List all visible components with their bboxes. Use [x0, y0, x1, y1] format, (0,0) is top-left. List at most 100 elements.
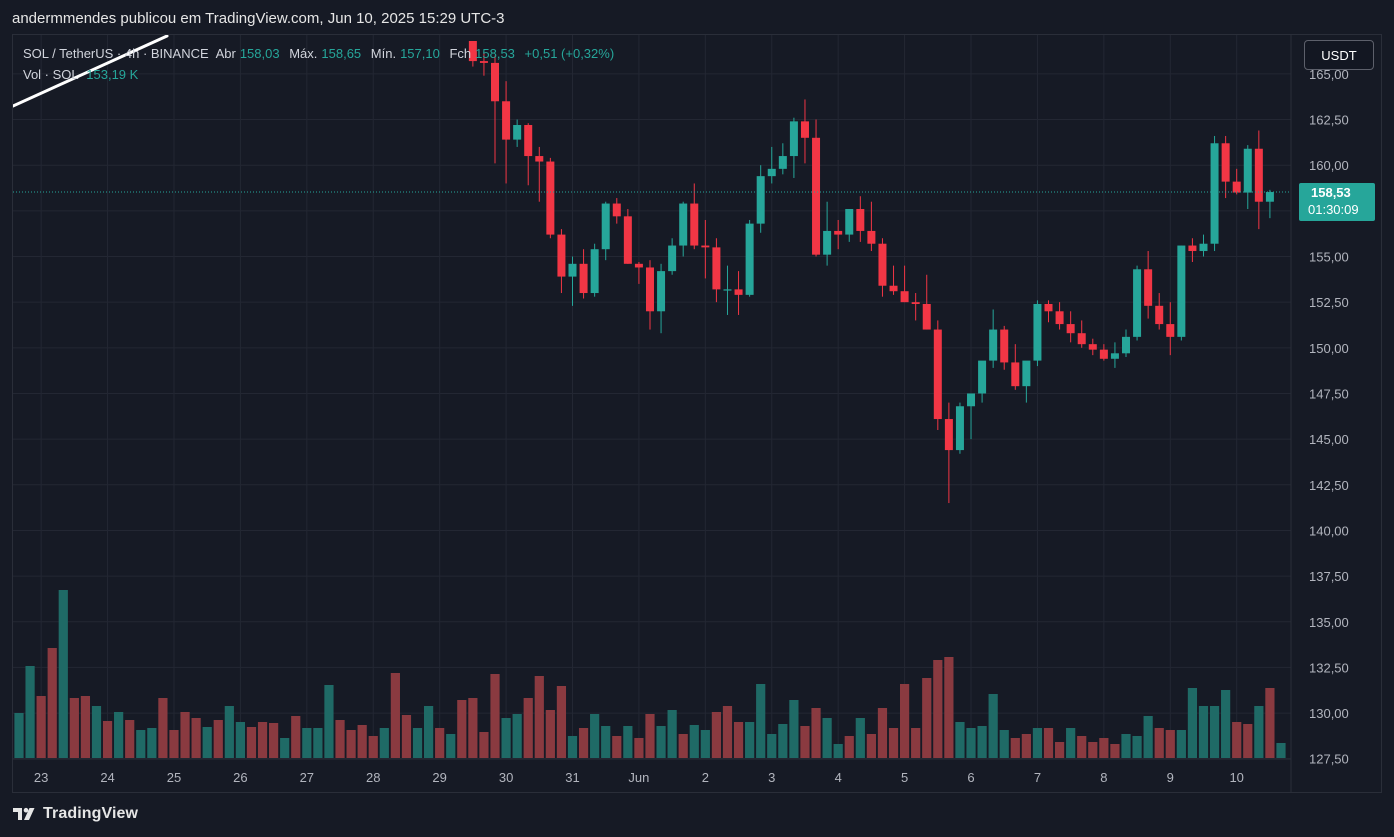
x-tick-label: 28 [366, 770, 380, 785]
volume-bar [25, 666, 35, 758]
attribution-text: andermmendes publicou em TradingView.com… [12, 10, 505, 27]
volume-bar [490, 674, 500, 758]
volume-bar [1021, 734, 1031, 758]
candle-body [590, 249, 599, 294]
volume-bar [1232, 722, 1242, 758]
x-tick-label: 9 [1167, 770, 1174, 785]
volume-bar [977, 726, 987, 758]
low-value: 157,10 [400, 46, 440, 61]
volume-bar [1132, 736, 1142, 758]
volume-bar [844, 736, 854, 758]
volume-bar [14, 713, 24, 758]
y-tick-label: 145,00 [1309, 432, 1349, 447]
candle-body [800, 121, 809, 138]
volume-bar [523, 698, 533, 758]
change-value: +0,51 (+0,32%) [524, 46, 615, 61]
candle-body [557, 234, 566, 277]
candle-body [933, 329, 942, 420]
candle-body [1254, 148, 1263, 202]
candle-body [1144, 269, 1153, 306]
volume-row: Vol · SOL 153,19 K [23, 66, 620, 87]
volume-bar [47, 648, 57, 758]
volume-bar [36, 696, 46, 758]
candlestick-chart[interactable]: 127,50 130,00 132,50 135,00 137,50 140,00 142,… [13, 35, 1381, 792]
volume-bar [700, 730, 710, 758]
volume-bar [756, 684, 766, 758]
volume-bar [678, 734, 688, 758]
x-tick-label: 2 [702, 770, 709, 785]
y-tick-label: 127,50 [1309, 752, 1349, 767]
candle-body [690, 203, 699, 246]
candle-body [601, 203, 610, 250]
x-tick-label: 25 [167, 770, 181, 785]
chart-frame[interactable]: 127,50 130,00 132,50 135,00 137,50 140,00 142,… [12, 34, 1382, 793]
trend-line-drawing [13, 35, 169, 108]
volume-bar [1043, 728, 1054, 758]
chart-legend: SOL / TetherUS · 4h · BINANCE Abr 158,03 … [23, 45, 620, 87]
volume-bar [567, 736, 578, 758]
y-tick-label: 152,50 [1309, 295, 1349, 310]
volume-bar [435, 728, 445, 758]
candle-body [734, 289, 743, 295]
candle-body [845, 209, 854, 235]
candle-body [1221, 143, 1230, 182]
candle-body [1000, 329, 1009, 363]
volume-bar [114, 712, 124, 758]
x-tick-label: 24 [100, 770, 114, 785]
volume-bar [479, 732, 489, 758]
volume-bar [102, 721, 113, 758]
candle-body [900, 291, 909, 303]
volume-bar [800, 726, 810, 758]
x-tick-label: 30 [499, 770, 513, 785]
candle-body [679, 203, 688, 246]
y-tick-label: 135,00 [1309, 615, 1349, 630]
currency-unit-button[interactable]: USDT [1304, 40, 1374, 70]
volume-bar [125, 720, 135, 758]
x-tick-label: 23 [34, 770, 48, 785]
volume-label: Vol · SOL [23, 67, 79, 82]
candle-body [889, 285, 898, 292]
footer-bar [0, 794, 1394, 837]
candle-body [491, 62, 500, 102]
candle-body [513, 125, 522, 140]
candle-body [1110, 353, 1119, 359]
y-tick-label: 160,00 [1309, 158, 1349, 173]
x-tick-label: 3 [768, 770, 775, 785]
tradingview-logo[interactable]: TradingView [12, 805, 138, 823]
candle-body [778, 156, 787, 169]
volume-bar [612, 736, 622, 758]
volume-bar [534, 676, 544, 758]
candle-body [767, 168, 776, 177]
candle-body [535, 156, 544, 162]
y-tick-label: 150,00 [1309, 341, 1349, 356]
volume-bar [501, 718, 511, 758]
current-price-label: 158,53 [1311, 185, 1351, 200]
x-tick-label: 5 [901, 770, 908, 785]
candle-body [568, 263, 577, 277]
volume-bar [767, 734, 777, 758]
volume-bar [1243, 724, 1253, 758]
x-tick-label: 26 [233, 770, 247, 785]
volume-bar [922, 678, 932, 758]
volume-bar [911, 728, 921, 758]
candle-body [479, 61, 488, 63]
volume-bar [58, 590, 68, 758]
volume-bar [1176, 730, 1186, 758]
volume-bar [955, 722, 965, 758]
high-label: Máx. [289, 46, 318, 61]
volume-bar [877, 708, 888, 758]
candle-body [1133, 269, 1142, 337]
volume-bar [1088, 742, 1098, 758]
candle-body [1188, 245, 1197, 252]
candle-body [812, 137, 821, 255]
x-tick-label: 10 [1229, 770, 1243, 785]
symbol-label[interactable]: SOL / TetherUS · 4h · BINANCE [23, 46, 209, 61]
y-tick-label: 142,50 [1309, 478, 1349, 493]
candle-body [1265, 192, 1274, 202]
publish-bar: andermmendes publicou em TradingView.com… [0, 0, 1394, 34]
y-tick-label: 165,00 [1309, 67, 1349, 82]
volume-bar [202, 727, 212, 758]
close-value: 158,53 [475, 46, 515, 61]
candle-body [1077, 333, 1086, 345]
candle-body [1055, 311, 1064, 325]
